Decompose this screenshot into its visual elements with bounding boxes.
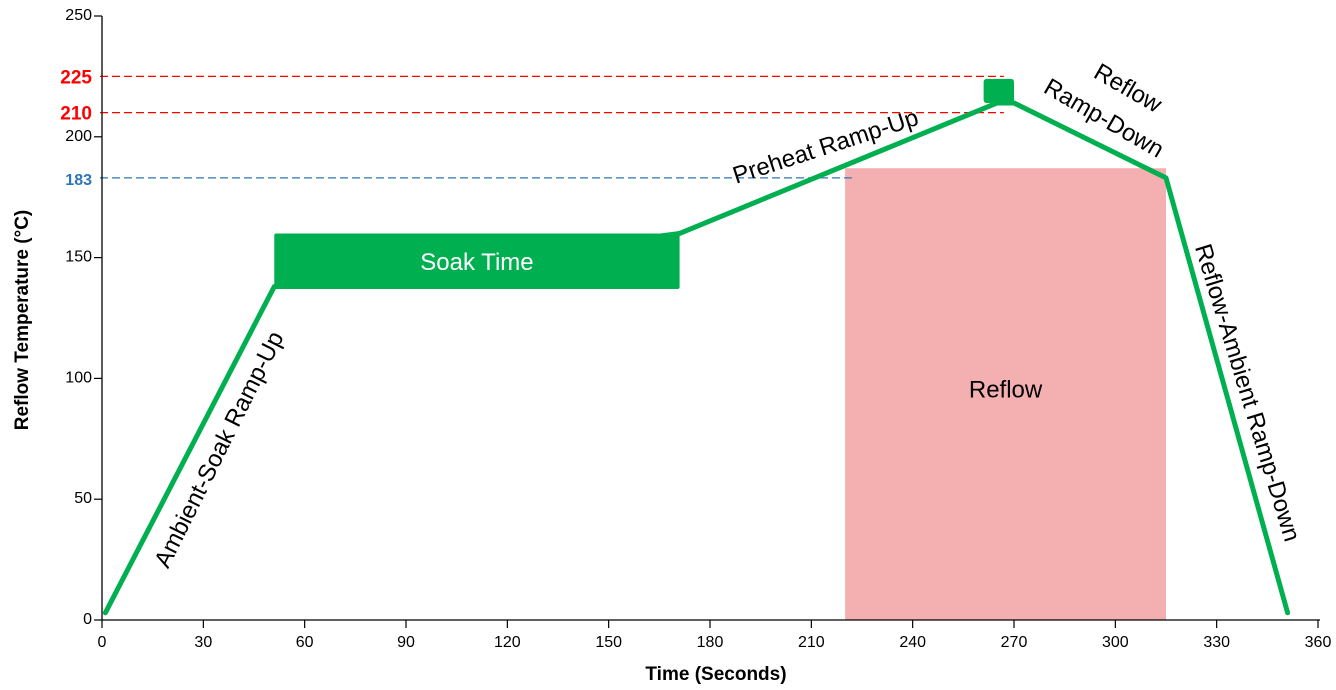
y-tick-label: 150: [65, 249, 92, 266]
x-tick-label: 330: [1203, 634, 1230, 651]
y-tick-label: 100: [65, 369, 92, 386]
reference-label-225: 225: [60, 67, 92, 88]
x-tick-label: 120: [494, 634, 521, 651]
reference-label-210: 210: [60, 104, 92, 125]
soak-time-label: Soak Time: [420, 249, 533, 276]
soak-time-box: [274, 233, 680, 290]
y-tick-label: 250: [65, 7, 92, 24]
annotation-reflow-ambient-ramp-down: Reflow-Ambient Ramp-Down: [1189, 241, 1305, 545]
x-tick-label: 300: [1102, 634, 1129, 651]
y-tick-label: 50: [74, 490, 92, 507]
x-tick-label: 210: [798, 634, 825, 651]
reference-lines: 225 210 183: [60, 67, 1004, 189]
reference-label-183: 183: [65, 172, 92, 189]
x-tick-label: 60: [296, 634, 314, 651]
y-tick-label: 200: [65, 128, 92, 145]
reflow-region: [845, 168, 1166, 620]
x-tick-label: 150: [595, 634, 622, 651]
reflow-region-label: Reflow: [969, 377, 1043, 404]
x-tick-label: 180: [697, 634, 724, 651]
y-ticks: 0 50 100 150 200 250: [65, 7, 102, 628]
x-tick-label: 240: [899, 634, 926, 651]
x-tick-label: 30: [194, 634, 212, 651]
x-tick-label: 360: [1305, 634, 1332, 651]
peak-box: [983, 78, 1014, 103]
x-ticks: 0 30 60 90 120 150 180 210 240 270 300 330 360: [98, 620, 1332, 651]
annotation-ambient-soak-ramp-up: Ambient-Soak Ramp-Up: [149, 327, 289, 572]
y-tick-label: 0: [83, 611, 92, 628]
x-tick-label: 90: [397, 634, 415, 651]
x-axis-title: Time (Seconds): [645, 664, 786, 685]
x-tick-label: 0: [98, 634, 107, 651]
y-axis-title: Reflow Temperature (°C): [12, 210, 33, 431]
x-tick-label: 270: [1001, 634, 1028, 651]
